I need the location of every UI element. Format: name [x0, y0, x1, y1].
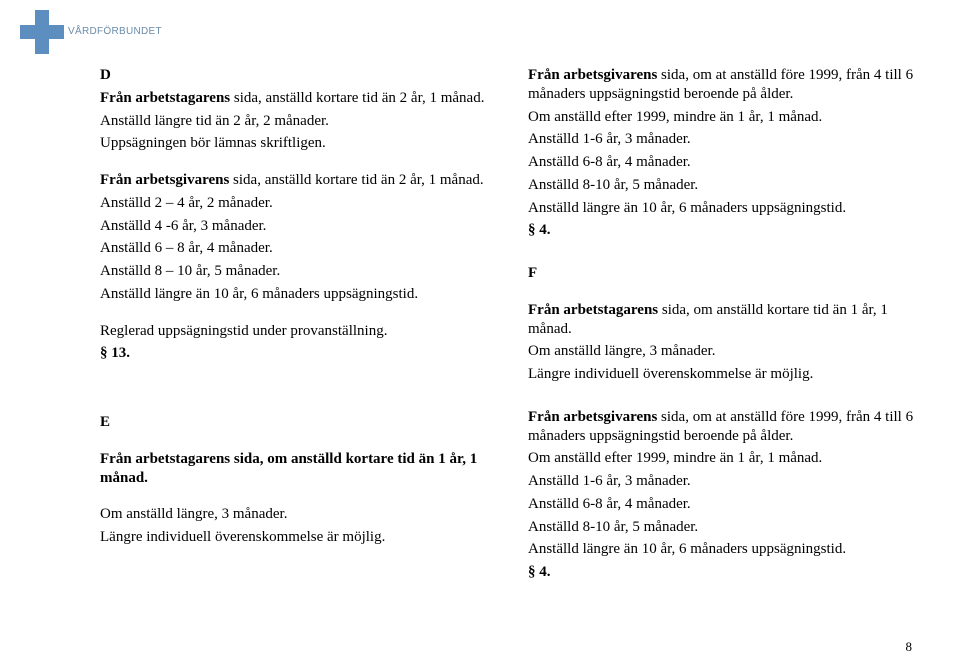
- section-f-bold: Från arbetstagarens: [528, 302, 658, 318]
- section-f-line: Längre individuell överenskommelse är mö…: [528, 365, 916, 384]
- section-e-line: Från arbetstagarens sida, om anställd ko…: [100, 450, 488, 488]
- right-line: Anställd 6-8 år, 4 månader.: [528, 153, 916, 172]
- section-d-heading: D: [100, 66, 488, 85]
- section-f-line: Om anställd längre, 3 månader.: [528, 342, 916, 361]
- right-line: § 4.: [528, 221, 916, 240]
- section-d-line: Anställd 8 – 10 år, 5 månader.: [100, 262, 488, 281]
- right-line: Anställd längre än 10 år, 6 månaders upp…: [528, 540, 916, 559]
- section-d-line: Anställd 4 -6 år, 3 månader.: [100, 217, 488, 236]
- section-d-line: Från arbetsgivarens sida, anställd korta…: [100, 171, 488, 190]
- section-d-bold: Från arbetsgivarens: [100, 172, 229, 188]
- left-column: D Från arbetstagarens sida, anställd kor…: [100, 66, 488, 606]
- right-bold: Från arbetsgivarens: [528, 67, 657, 83]
- section-f: F Från arbetstagarens sida, om anställd …: [528, 264, 916, 384]
- right-line: Om anställd efter 1999, mindre än 1 år, …: [528, 449, 916, 468]
- right-line: Från arbetsgivarens sida, om at anställd…: [528, 408, 916, 446]
- section-e-line: Längre individuell överenskommelse är mö…: [100, 528, 488, 547]
- right-line: Anställd 1-6 år, 3 månader.: [528, 130, 916, 149]
- right-line: Från arbetsgivarens sida, om at anställd…: [528, 66, 916, 104]
- right-block-1: Från arbetsgivarens sida, om at anställd…: [528, 66, 916, 240]
- page: VÅRDFÖRBUNDET D Från arbetstagarens sida…: [0, 0, 960, 663]
- right-bold: Från arbetsgivarens: [528, 409, 657, 425]
- right-line: Anställd längre än 10 år, 6 månaders upp…: [528, 199, 916, 218]
- section-f-line: Från arbetstagarens sida, om anställd ko…: [528, 301, 916, 339]
- right-line: Anställd 6-8 år, 4 månader.: [528, 495, 916, 514]
- right-line: Anställd 1-6 år, 3 månader.: [528, 472, 916, 491]
- logo: VÅRDFÖRBUNDET: [20, 10, 162, 54]
- section-d-line: Reglerad uppsägningstid under provanstäl…: [100, 322, 488, 341]
- right-column: Från arbetsgivarens sida, om at anställd…: [528, 66, 916, 606]
- right-line: Anställd 8-10 år, 5 månader.: [528, 176, 916, 195]
- page-number: 8: [906, 639, 913, 655]
- section-d-line: Från arbetstagarens sida, anställd korta…: [100, 89, 488, 108]
- right-line: Om anställd efter 1999, mindre än 1 år, …: [528, 108, 916, 127]
- logo-text: VÅRDFÖRBUNDET: [68, 26, 162, 39]
- section-d-line: § 13.: [100, 344, 488, 363]
- section-f-heading: F: [528, 264, 916, 283]
- section-e-heading: E: [100, 413, 488, 432]
- section-d-rest: sida, anställd kortare tid än 2 år, 1 må…: [229, 172, 483, 188]
- right-line: § 4.: [528, 563, 916, 582]
- section-e-line: Om anställd längre, 3 månader.: [100, 505, 488, 524]
- right-block-3: Från arbetsgivarens sida, om at anställd…: [528, 408, 916, 582]
- content-columns: D Från arbetstagarens sida, anställd kor…: [100, 66, 916, 606]
- section-d-bold: Från arbetstagarens: [100, 90, 230, 106]
- section-d-rest: sida, anställd kortare tid än 2 år, 1 må…: [230, 90, 484, 106]
- logo-cross-icon: [20, 10, 64, 54]
- section-d-line: Uppsägningen bör lämnas skriftligen.: [100, 134, 488, 153]
- section-d-line: Anställd längre tid än 2 år, 2 månader.: [100, 112, 488, 131]
- section-d-line: Anställd längre än 10 år, 6 månaders upp…: [100, 285, 488, 304]
- section-d-line: Anställd 6 – 8 år, 4 månader.: [100, 239, 488, 258]
- right-line: Anställd 8-10 år, 5 månader.: [528, 518, 916, 537]
- section-e: E Från arbetstagarens sida, om anställd …: [100, 413, 488, 547]
- section-d: D Från arbetstagarens sida, anställd kor…: [100, 66, 488, 363]
- section-d-line: Anställd 2 – 4 år, 2 månader.: [100, 194, 488, 213]
